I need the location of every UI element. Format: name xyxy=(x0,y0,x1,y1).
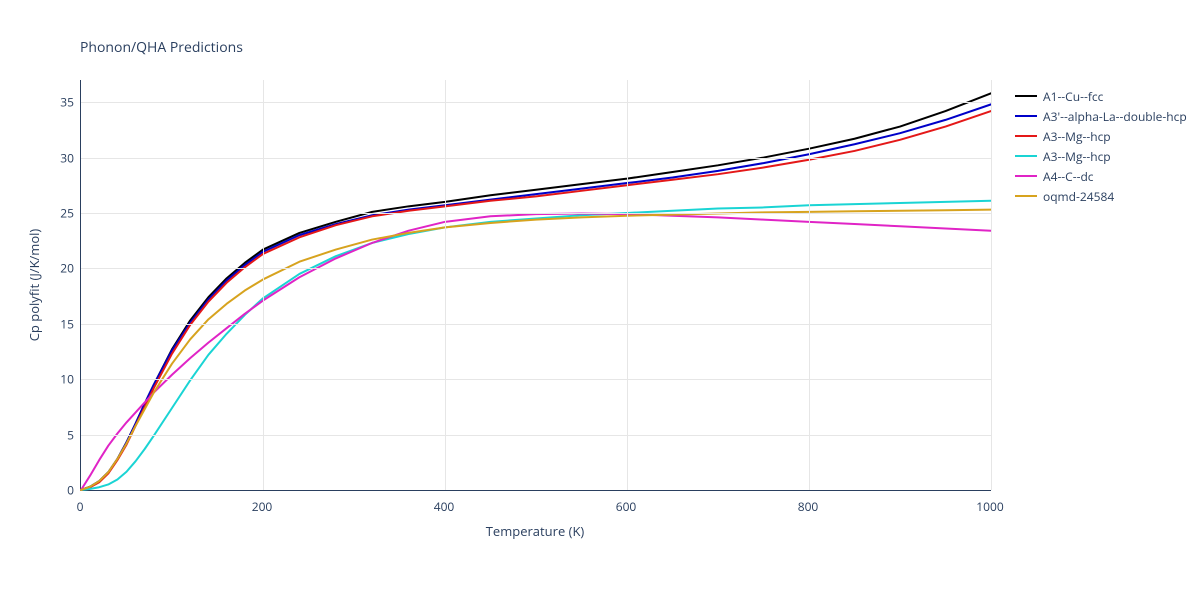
chart-container: Phonon/QHA Predictions Temperature (K) C… xyxy=(0,0,1200,600)
x-tick-label: 200 xyxy=(252,498,273,515)
y-tick-label: 15 xyxy=(52,315,74,332)
legend-swatch xyxy=(1015,115,1037,117)
gridline-horizontal xyxy=(81,158,991,159)
legend-label: A3--Mg--hcp xyxy=(1043,128,1111,145)
series-line[interactable] xyxy=(81,210,991,490)
x-tick-label: 0 xyxy=(77,498,84,515)
y-tick-label: 25 xyxy=(52,204,74,221)
legend-swatch xyxy=(1015,195,1037,197)
series-line[interactable] xyxy=(81,201,991,490)
legend-label: A3--Mg--hcp xyxy=(1043,148,1111,165)
line-series-layer xyxy=(81,80,991,490)
legend-swatch xyxy=(1015,135,1037,137)
legend-swatch xyxy=(1015,155,1037,157)
y-tick-label: 35 xyxy=(52,94,74,111)
legend-swatch xyxy=(1015,175,1037,177)
legend-label: A1--Cu--fcc xyxy=(1043,88,1103,105)
y-tick-label: 20 xyxy=(52,260,74,277)
gridline-horizontal xyxy=(81,268,991,269)
y-tick-label: 10 xyxy=(52,371,74,388)
legend-item[interactable]: A4--C--dc xyxy=(1015,166,1187,186)
x-tick-label: 1000 xyxy=(976,498,1003,515)
legend-label: A4--C--dc xyxy=(1043,168,1094,185)
gridline-horizontal xyxy=(81,379,991,380)
gridline-vertical xyxy=(991,80,992,490)
legend-item[interactable]: oqmd-24584 xyxy=(1015,186,1187,206)
legend-item[interactable]: A3'--alpha-La--double-hcp xyxy=(1015,106,1187,126)
x-tick-label: 400 xyxy=(434,498,455,515)
legend-item[interactable]: A3--Mg--hcp xyxy=(1015,146,1187,166)
series-line[interactable] xyxy=(81,214,991,490)
legend-item[interactable]: A1--Cu--fcc xyxy=(1015,86,1187,106)
series-line[interactable] xyxy=(81,104,991,490)
gridline-vertical xyxy=(809,80,810,490)
x-axis-label: Temperature (K) xyxy=(486,522,585,540)
gridline-horizontal xyxy=(81,213,991,214)
chart-title: Phonon/QHA Predictions xyxy=(80,38,243,57)
gridline-vertical xyxy=(445,80,446,490)
legend-item[interactable]: A3--Mg--hcp xyxy=(1015,126,1187,146)
legend-label: A3'--alpha-La--double-hcp xyxy=(1043,108,1187,125)
legend-swatch xyxy=(1015,95,1037,97)
y-tick-label: 0 xyxy=(52,482,74,499)
legend: A1--Cu--fcc A3'--alpha-La--double-hcp A3--… xyxy=(1015,86,1187,206)
gridline-vertical xyxy=(627,80,628,490)
y-tick-label: 30 xyxy=(52,149,74,166)
series-line[interactable] xyxy=(81,111,991,490)
plot-area xyxy=(80,80,991,491)
y-axis-label: Cp polyfit (J/K/mol) xyxy=(25,229,43,342)
gridline-horizontal xyxy=(81,435,991,436)
y-tick-label: 5 xyxy=(52,426,74,443)
x-tick-label: 600 xyxy=(616,498,637,515)
gridline-horizontal xyxy=(81,324,991,325)
legend-label: oqmd-24584 xyxy=(1043,188,1114,205)
gridline-vertical xyxy=(263,80,264,490)
x-tick-label: 800 xyxy=(798,498,819,515)
gridline-horizontal xyxy=(81,102,991,103)
